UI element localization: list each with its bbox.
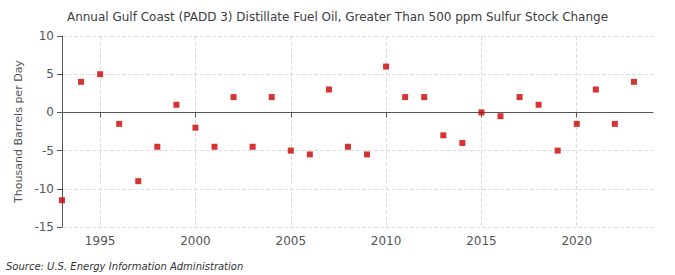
svg-text:-10: -10: [34, 182, 54, 196]
svg-text:2005: 2005: [276, 234, 307, 248]
svg-text:-15: -15: [34, 220, 54, 234]
svg-text:2015: 2015: [466, 234, 497, 248]
svg-text:2020: 2020: [561, 234, 592, 248]
svg-text:10: 10: [39, 29, 54, 43]
svg-text:Thousand Barrels per Day: Thousand Barrels per Day: [12, 60, 25, 204]
svg-text:2000: 2000: [180, 234, 211, 248]
svg-text:5: 5: [46, 67, 54, 81]
svg-text:1995: 1995: [85, 234, 116, 248]
svg-text:2010: 2010: [371, 234, 402, 248]
svg-text:-5: -5: [42, 144, 54, 158]
svg-text:0: 0: [46, 105, 54, 119]
svg-text:Source: U.S. Energy Informatio: Source: U.S. Energy Information Administ…: [6, 261, 243, 272]
svg-text:Annual Gulf Coast (PADD 3) Dis: Annual Gulf Coast (PADD 3) Distillate Fu…: [67, 10, 608, 24]
